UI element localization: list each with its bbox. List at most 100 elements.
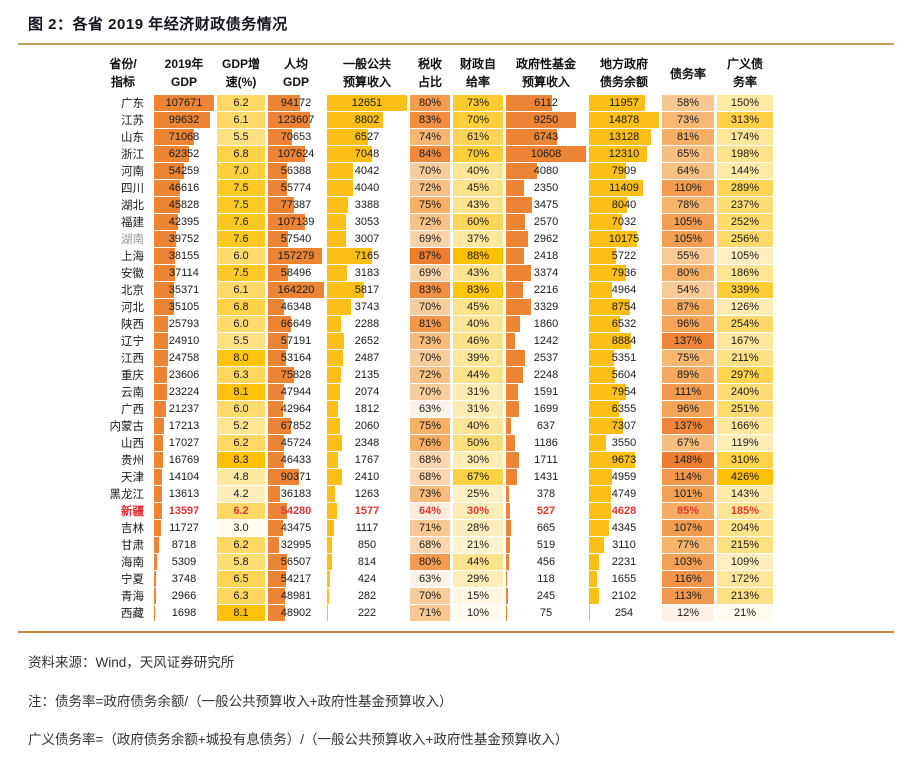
cell-debt_bal: 14878 — [589, 112, 659, 128]
gdp-data-bar — [154, 231, 177, 247]
fund_rev-data-bar — [506, 605, 507, 621]
cell-value: 24910 — [168, 335, 200, 347]
cell-fund_rev: 1699 — [506, 401, 586, 417]
cell-budget_rev: 1577 — [327, 503, 407, 519]
gdp-data-bar — [154, 248, 176, 264]
table-row: 北京 35371 6.1 164220 5817 83% 83% 2216 4964 54% 339… — [95, 282, 773, 298]
debt_bal-data-bar — [589, 316, 620, 332]
cell-value: 13128 — [608, 131, 640, 143]
table-row: 陕西 25793 6.0 66649 2288 81% 40% 1860 6532 96% 254% — [95, 316, 773, 332]
table-row: 甘肃 8718 6.2 32995 850 68% 21% 519 3110 77% 215% — [95, 537, 773, 553]
cell-gdp: 14104 — [154, 469, 214, 485]
cell-fund_rev: 378 — [506, 486, 586, 502]
cell-debt_ratio: 58% — [662, 95, 714, 111]
cell-self_rate: 15% — [453, 588, 503, 604]
cell-value: 282 — [357, 590, 377, 602]
budget_rev-data-bar — [327, 452, 339, 468]
cell-debt_ratio: 116% — [662, 571, 714, 587]
table-row: 四川 46616 7.5 55774 4040 72% 45% 2350 11409 110% 28… — [95, 180, 773, 196]
col-header-label: 给率 — [465, 75, 490, 89]
cell-province: 北京 — [121, 285, 144, 297]
cell-budget_rev: 3053 — [327, 214, 407, 230]
table-row: 海南 5309 5.8 56507 814 80% 44% 456 2231 103% 109% — [95, 554, 773, 570]
table-row: 天津 14104 4.8 90371 2410 68% 67% 1431 4959 114% 426… — [95, 469, 773, 485]
cell-value: 2418 — [533, 250, 559, 262]
cell-gdp_pc: 46433 — [268, 452, 324, 468]
cell-debt_bal: 4749 — [589, 486, 659, 502]
cell-province: 江西 — [121, 353, 144, 365]
cell-debt_bal: 8884 — [589, 333, 659, 349]
cell-gdp_pc: 46348 — [268, 299, 324, 315]
cell-broad_debt_ratio: 150% — [717, 95, 773, 111]
cell-gdp: 42395 — [154, 214, 214, 230]
cell-gdp: 8718 — [154, 537, 214, 553]
cell-value: 164220 — [277, 284, 315, 296]
gdp_pc-data-bar — [268, 401, 283, 417]
gdp_pc-data-bar — [268, 554, 288, 570]
cell-value: 1711 — [534, 454, 558, 466]
cell-province: 上海 — [121, 251, 144, 263]
cell-value: 456 — [536, 556, 556, 568]
cell-budget_rev: 5817 — [327, 282, 407, 298]
cell-budget_rev: 7048 — [327, 146, 407, 162]
cell-value: 99632 — [168, 114, 200, 126]
cell-self_rate: 37% — [453, 231, 503, 247]
cell-gdp_pc: 75828 — [268, 367, 324, 383]
gdp_pc-data-bar — [268, 384, 285, 400]
cell-value: 4080 — [533, 165, 559, 177]
fund_rev-data-bar — [506, 265, 532, 281]
cell-province: 吉林 — [121, 523, 144, 535]
cell-value: 2135 — [354, 369, 380, 381]
debt_bal-data-bar — [589, 197, 627, 213]
cell-tax_share: 68% — [410, 537, 450, 553]
cell-value: 8040 — [611, 199, 637, 211]
gdp_pc-data-bar — [268, 95, 301, 111]
cell-self_rate: 29% — [453, 571, 503, 587]
gdp_pc-data-bar — [268, 350, 287, 366]
cell-value: 45724 — [280, 437, 312, 449]
cell-value: 14104 — [168, 471, 200, 483]
cell-fund_rev: 10608 — [506, 146, 586, 162]
cell-fund_rev: 2350 — [506, 180, 586, 196]
cell-broad_debt_ratio: 198% — [717, 146, 773, 162]
cell-broad_debt_ratio: 143% — [717, 486, 773, 502]
gdp_pc-data-bar — [268, 486, 281, 502]
cell-value: 55774 — [280, 182, 312, 194]
cell-value: 1655 — [611, 573, 637, 585]
cell-tax_share: 68% — [410, 452, 450, 468]
cell-value: 7936 — [611, 267, 637, 279]
cell-value: 24758 — [168, 352, 200, 364]
cell-value: 11409 — [609, 182, 639, 194]
cell-value: 17213 — [168, 420, 200, 432]
cell-value: 2487 — [354, 352, 380, 364]
budget_rev-data-bar — [327, 146, 372, 162]
cell-fund_rev: 2248 — [506, 367, 586, 383]
cell-tax_share: 70% — [410, 299, 450, 315]
debt_bal-data-bar — [589, 435, 606, 451]
debt_bal-data-bar — [589, 129, 651, 145]
cell-tax_share: 69% — [410, 231, 450, 247]
cell-value: 14878 — [608, 114, 640, 126]
fund_rev-data-bar — [506, 197, 533, 213]
cell-debt_bal: 13128 — [589, 129, 659, 145]
cell-province: 山东 — [121, 132, 144, 144]
cell-gdp_pc: 42964 — [268, 401, 324, 417]
cell-value: 2102 — [611, 590, 637, 602]
col-header-label: GDP — [170, 75, 197, 89]
cell-province: 青海 — [121, 591, 144, 603]
cell-debt_ratio: 101% — [662, 486, 714, 502]
cell-debt_ratio: 111% — [662, 384, 714, 400]
cell-value: 46616 — [168, 182, 200, 194]
cell-debt_bal: 254 — [589, 605, 659, 621]
cell-province: 天津 — [121, 472, 144, 484]
gdp-data-bar — [154, 129, 194, 145]
cell-gdp: 38155 — [154, 248, 214, 264]
table-row: 辽宁 24910 5.5 57191 2652 73% 46% 1242 8884 137% 167… — [95, 333, 773, 349]
budget_rev-data-bar — [327, 588, 329, 604]
cell-value: 17027 — [168, 437, 200, 449]
cell-value: 13613 — [168, 488, 200, 500]
cell-province: 贵州 — [121, 455, 144, 467]
cell-value: 32995 — [280, 539, 312, 551]
cell-fund_rev: 3475 — [506, 197, 586, 213]
cell-debt_ratio: 110% — [662, 180, 714, 196]
